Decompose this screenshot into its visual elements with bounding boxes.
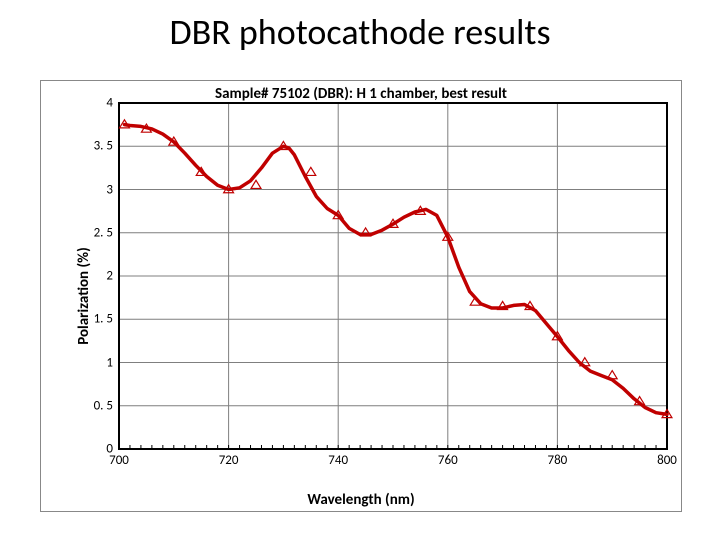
y-tick-label: 0 [73,442,113,457]
y-tick-label: 0. 5 [73,398,113,413]
x-tick-label: 800 [657,453,677,468]
chart-frame: Sample# 75102 (DBR): H 1 chamber, best r… [40,80,682,512]
x-tick-label: 740 [328,453,348,468]
y-tick-label: 2. 5 [73,225,113,240]
x-tick-label: 700 [109,453,129,468]
y-axis-label: Polarization (%) [75,247,93,345]
y-tick-label: 3. 5 [73,139,113,154]
slide-title: DBR photocathode results [0,10,720,54]
x-tick-label: 720 [219,453,239,468]
x-tick-label: 780 [548,453,568,468]
y-tick-label: 4 [73,96,113,111]
y-tick-label: 3 [73,182,113,197]
x-axis-label: Wavelength (nm) [41,491,681,509]
chart-subtitle: Sample# 75102 (DBR): H 1 chamber, best r… [41,85,681,103]
x-tick-label: 760 [438,453,458,468]
plot-area [119,103,667,449]
y-tick-label: 1 [73,355,113,370]
